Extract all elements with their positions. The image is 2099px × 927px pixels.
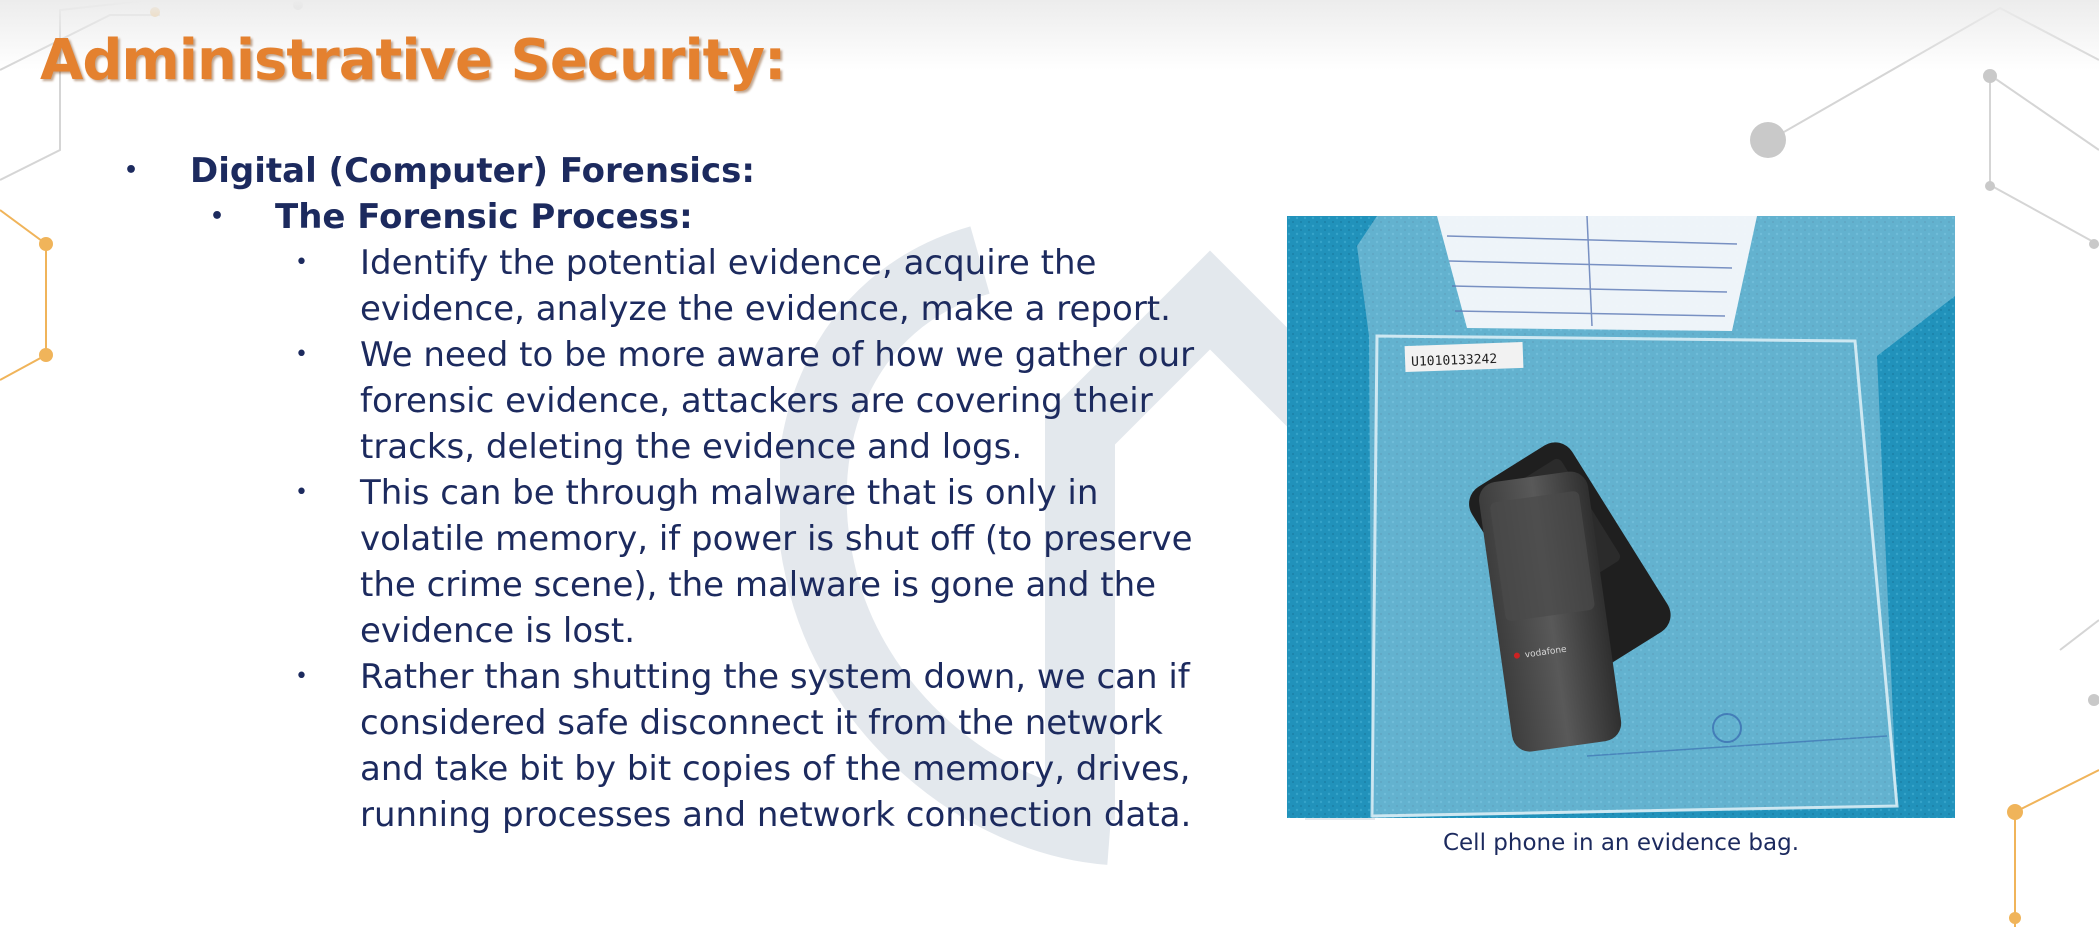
bullet-list: • Digital (Computer) Forensics: • The Fo…: [0, 148, 1260, 838]
header-fade: [0, 0, 2099, 70]
evidence-bag-photo: U1010133242 vodafone: [1287, 216, 1955, 818]
bullet-dot-icon: •: [295, 342, 308, 367]
bullet-level-3: • Rather than shutting the system down, …: [0, 654, 1230, 838]
bullet-level-3: • We need to be more aware of how we gat…: [0, 332, 1230, 470]
bullet-level-3: • Identify the potential evidence, acqui…: [0, 240, 1230, 332]
bullet-dot-icon: •: [295, 664, 308, 689]
bullet-text: Identify the potential evidence, acquire…: [360, 243, 1171, 329]
slide-title: Administrative Security:: [40, 28, 786, 93]
bullet-level-3: • This can be through malware that is on…: [0, 470, 1230, 654]
bullet-text: The Forensic Process:: [275, 197, 693, 237]
bullet-dot-icon: •: [295, 250, 308, 275]
bullet-text: This can be through malware that is only…: [360, 473, 1193, 651]
bullet-dot-icon: •: [124, 158, 139, 183]
bag-label-text: U1010133242: [1411, 352, 1498, 370]
bullet-dot-icon: •: [210, 204, 225, 229]
bullet-dot-icon: •: [295, 480, 308, 505]
bullet-text: Digital (Computer) Forensics:: [190, 151, 755, 191]
image-caption: Cell phone in an evidence bag.: [1442, 830, 1800, 856]
bullet-text: We need to be more aware of how we gathe…: [360, 335, 1195, 467]
bullet-level-2: • The Forensic Process:: [0, 194, 1260, 240]
bullet-text: Rather than shutting the system down, we…: [360, 657, 1192, 835]
bullet-level-1: • Digital (Computer) Forensics:: [0, 148, 1260, 194]
